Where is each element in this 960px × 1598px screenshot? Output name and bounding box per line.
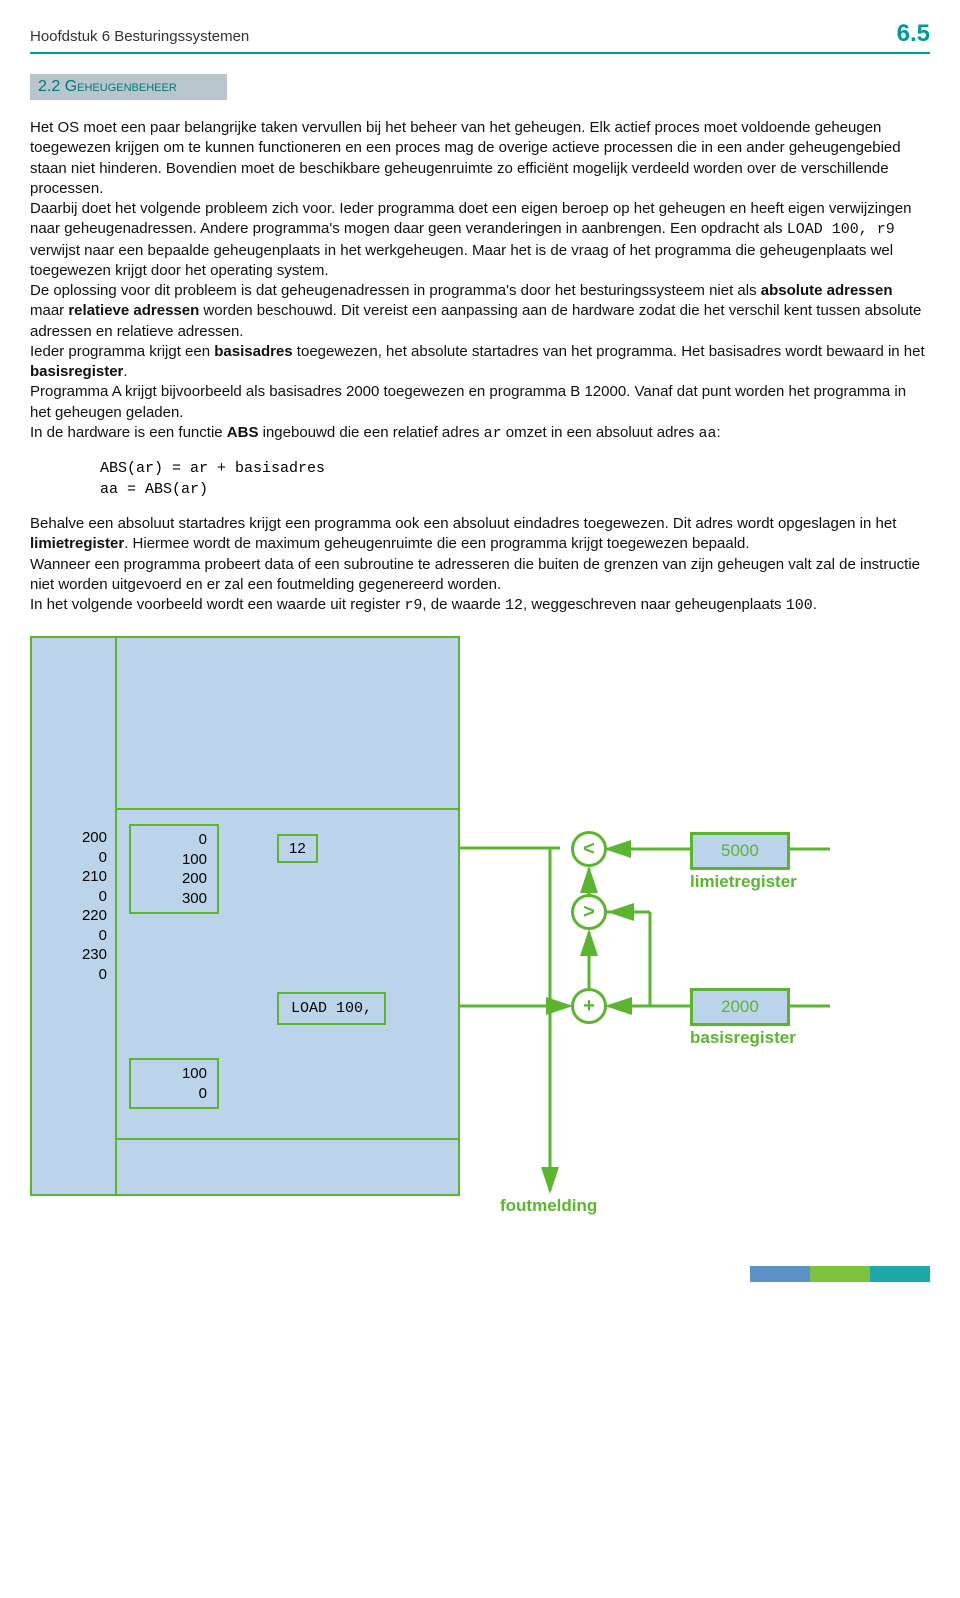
- d1-3: 300: [135, 889, 207, 909]
- val12-text: 12: [289, 840, 306, 857]
- memory-divider-top: [117, 808, 458, 810]
- addr-3: 0: [32, 887, 107, 907]
- p2-t1: Behalve een absoluut startadres krijgt e…: [30, 515, 896, 532]
- header-right: 6.5: [897, 20, 930, 48]
- addr-6: 230: [32, 945, 107, 965]
- header-left: Hoofdstuk 6 Besturingssystemen: [30, 28, 249, 45]
- p1-t1: Het OS moet een paar belangrijke taken v…: [30, 119, 901, 197]
- memory-address-column: 200 0 210 0 220 0 230 0: [32, 638, 117, 1194]
- p1-b5: ABS: [227, 424, 259, 441]
- p1-t11d: :: [716, 424, 720, 441]
- footer-blue: [750, 1266, 810, 1282]
- code-l1: ABS(ar) = ar + basisadres: [100, 458, 930, 479]
- limit-register-label: limietregister: [690, 872, 797, 892]
- d1-0: 0: [135, 830, 207, 850]
- data-cell-2: 100 0: [129, 1058, 219, 1109]
- addr-2: 210: [32, 867, 107, 887]
- body-paragraph-1: Het OS moet een paar belangrijke taken v…: [30, 118, 930, 444]
- footer-bar: [30, 1266, 930, 1284]
- p1-t4: De oplossing voor dit probleem is dat ge…: [30, 282, 761, 299]
- code-block: ABS(ar) = ar + basisadres aa = ABS(ar): [100, 458, 930, 500]
- d2-0: 100: [135, 1064, 207, 1084]
- p2-t4d: .: [813, 596, 817, 613]
- addr-5: 0: [32, 926, 107, 946]
- p1-b4: basisregister: [30, 363, 123, 380]
- p1-t9: .: [123, 363, 127, 380]
- data-cell-1: 0 100 200 300: [129, 824, 219, 914]
- p1-code3: aa: [698, 425, 716, 442]
- page-header: Hoofdstuk 6 Besturingssystemen 6.5: [30, 20, 930, 54]
- addr-4: 220: [32, 906, 107, 926]
- value-12: 12: [277, 834, 318, 863]
- p2-t3: Wanneer een programma probeert data of e…: [30, 556, 920, 593]
- p1-t2: Daarbij doet het volgende probleem zich …: [30, 200, 911, 237]
- p1-b3: basisadres: [214, 343, 292, 360]
- p1-code1: LOAD 100, r9: [787, 221, 895, 238]
- p1-t8: toegewezen, het absolute startadres van …: [293, 343, 925, 360]
- p1-b1: absolute adressen: [761, 282, 893, 299]
- p2-t4b: , de waarde: [422, 596, 505, 613]
- p2-t4a: In het volgende voorbeeld wordt een waar…: [30, 596, 404, 613]
- base-register-label: basisregister: [690, 1028, 796, 1048]
- greater-than-op: >: [571, 894, 607, 930]
- addr-1: 0: [32, 848, 107, 868]
- section-title: 2.2 Geheugenbeheer: [38, 78, 177, 95]
- memory-data-column: 0 100 200 300 12 LOAD 100, 100 0: [117, 638, 458, 1194]
- limit-register-box: 5000: [690, 832, 790, 870]
- p1-b2: relatieve adressen: [68, 302, 199, 319]
- instruction-text: LOAD 100,: [291, 1000, 372, 1017]
- p2-c2: 12: [505, 597, 523, 614]
- limit-lbl: limietregister: [690, 872, 797, 891]
- footer-teal: [870, 1266, 930, 1282]
- foutmelding-label: foutmelding: [500, 1196, 597, 1216]
- section-heading: 2.2 Geheugenbeheer: [30, 74, 227, 100]
- p2-t2: . Hiermee wordt de maximum geheugenruimt…: [124, 535, 749, 552]
- footer-green: [810, 1266, 870, 1282]
- d2-1: 0: [135, 1084, 207, 1104]
- instruction-cell: LOAD 100,: [277, 992, 386, 1025]
- d1-2: 200: [135, 869, 207, 889]
- memory-divider-bottom: [117, 1138, 458, 1140]
- plus-op: +: [571, 988, 607, 1024]
- p1-t5: maar: [30, 302, 68, 319]
- base-register-box: 2000: [690, 988, 790, 1026]
- p1-t11a: In de hardware is een functie: [30, 424, 227, 441]
- p2-c1: r9: [404, 597, 422, 614]
- fout-text: foutmelding: [500, 1196, 597, 1215]
- addr-0: 200: [32, 828, 107, 848]
- lt-text: <: [583, 838, 595, 861]
- body-paragraph-2: Behalve een absoluut startadres krijgt e…: [30, 514, 930, 616]
- memory-diagram: 200 0 210 0 220 0 230 0 0 100 200: [30, 636, 930, 1256]
- p2-b1: limietregister: [30, 535, 124, 552]
- p1-t10: Programma A krijgt bijvoorbeeld als basi…: [30, 383, 906, 420]
- code-l2: aa = ABS(ar): [100, 479, 930, 500]
- base-lbl: basisregister: [690, 1028, 796, 1047]
- d1-1: 100: [135, 850, 207, 870]
- addr-7: 0: [32, 965, 107, 985]
- p1-t11b: ingebouwd die een relatief adres: [258, 424, 483, 441]
- p2-c3: 100: [786, 597, 813, 614]
- p1-t11c: omzet in een absoluut adres: [502, 424, 699, 441]
- gt-text: >: [583, 901, 595, 924]
- less-than-op: <: [571, 831, 607, 867]
- limit-val: 5000: [721, 841, 759, 860]
- p1-t7: Ieder programma krijgt een: [30, 343, 214, 360]
- p2-t4c: , weggeschreven naar geheugenplaats: [523, 596, 786, 613]
- base-val: 2000: [721, 997, 759, 1016]
- p1-t3: verwijst naar een bepaalde geheugenplaat…: [30, 242, 893, 279]
- p1-code2: ar: [484, 425, 502, 442]
- plus-text: +: [583, 995, 595, 1018]
- address-list: 200 0 210 0 220 0 230 0: [32, 828, 115, 984]
- memory-block: 200 0 210 0 220 0 230 0 0 100 200: [30, 636, 460, 1196]
